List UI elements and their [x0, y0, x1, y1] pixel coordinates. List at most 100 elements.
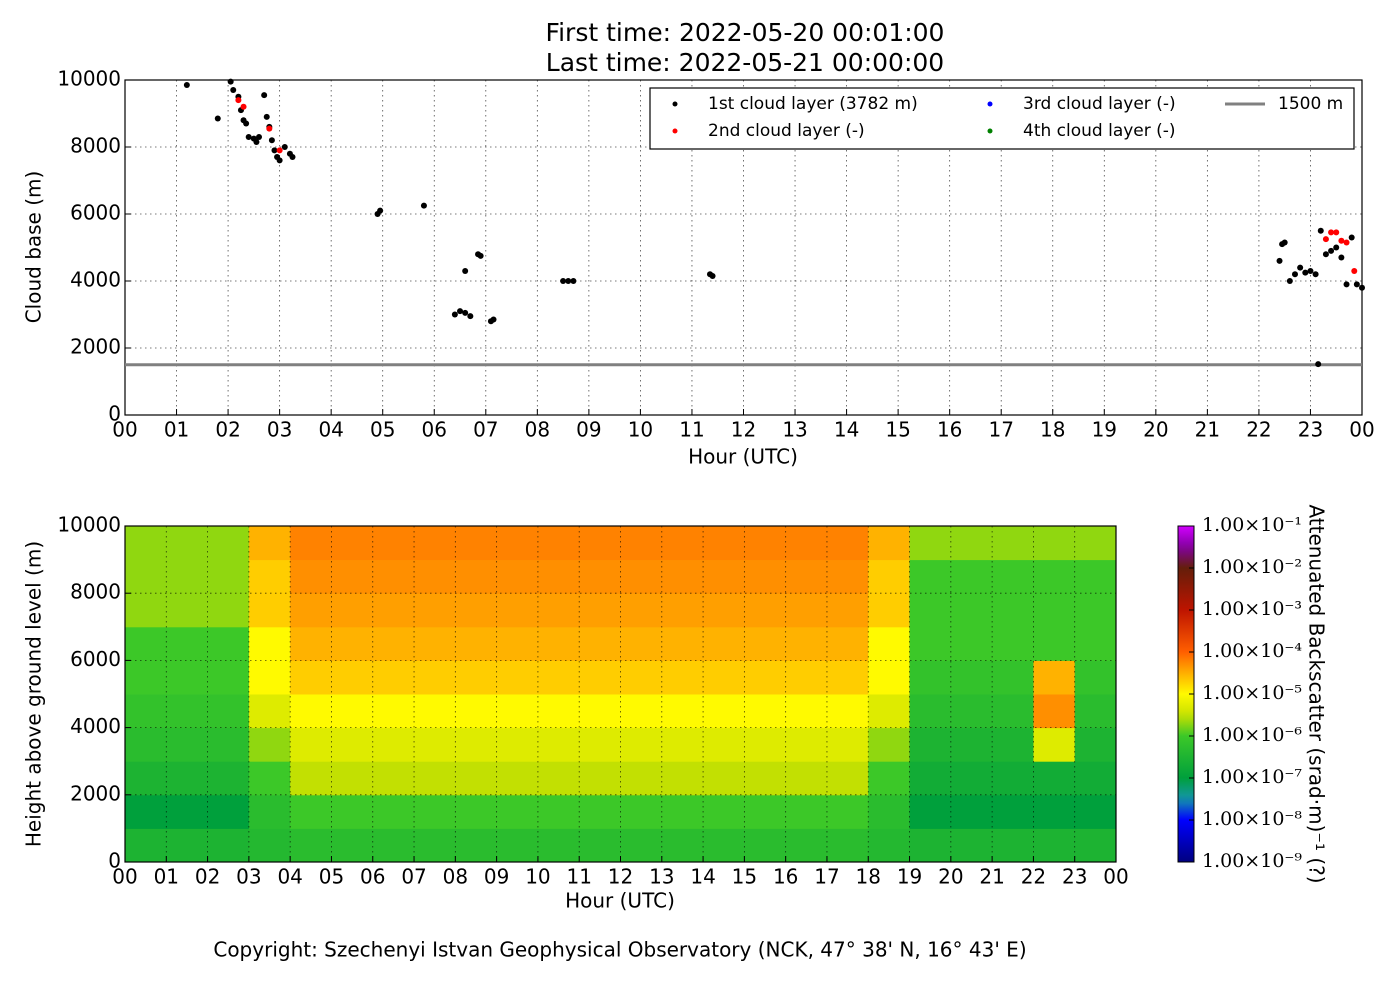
heatmap-cell [1074, 559, 1117, 594]
heatmap-cell [826, 794, 869, 829]
y-tick-label: 4000 [70, 268, 121, 292]
x-tick-label: 12 [731, 418, 756, 442]
heatmap-cell [248, 761, 291, 796]
cloud-point [467, 313, 474, 320]
x-tick-label: 15 [732, 865, 757, 889]
legend-marker [987, 101, 993, 107]
heatmap-cell [207, 593, 250, 628]
heatmap-cell [1074, 593, 1117, 628]
cloud-point [1348, 234, 1355, 241]
heatmap-cell [537, 727, 580, 762]
x-tick-label: 04 [277, 865, 302, 889]
cloud-point [1359, 284, 1365, 291]
cloud-point [709, 272, 716, 279]
heatmap-cell [290, 626, 332, 661]
cloud-point [183, 82, 190, 89]
heatmap-cell [661, 526, 704, 561]
heatmap-cell [414, 626, 456, 661]
heatmap-cell [909, 794, 952, 829]
heatmap-cell [579, 593, 621, 628]
x-tick-label: 17 [814, 865, 839, 889]
heatmap-cell [744, 626, 787, 661]
heatmap-cell [372, 526, 415, 561]
x-tick-label: 06 [360, 865, 385, 889]
heatmap-cell [331, 559, 374, 594]
x-tick-label: 00 [112, 865, 137, 889]
y-tick-label: 10000 [57, 67, 121, 91]
heatmap-cell [455, 593, 498, 628]
heatmap-cell [992, 794, 1034, 829]
heatmap-cell [414, 794, 456, 829]
heatmap-cell [579, 694, 621, 729]
heatmap-cell [455, 526, 498, 561]
x-tick-label: 22 [1246, 418, 1271, 442]
colorbar-tick-label: 1.00×10⁻⁹ [1202, 850, 1302, 872]
heatmap-cell [868, 660, 911, 695]
heatmap-cell [248, 660, 291, 695]
heatmap-cell [950, 727, 993, 762]
cloud-point [1333, 244, 1340, 251]
heatmap-cell [331, 660, 374, 695]
heatmap-cell [537, 559, 580, 594]
heatmap-cell [496, 660, 539, 695]
cloud-point [477, 252, 484, 259]
heatmap-cell [331, 526, 374, 561]
heatmap-cell [1033, 727, 1076, 762]
cloud-point [1286, 278, 1293, 284]
x-tick-label: 08 [525, 418, 550, 442]
heatmap-cell [166, 828, 209, 863]
cloud-point [230, 87, 237, 94]
heatmap-cell [537, 626, 580, 661]
heatmap-cell [950, 828, 993, 863]
x-tick-label: 19 [1092, 418, 1117, 442]
heatmap-cell [579, 660, 621, 695]
heatmap-cell [207, 694, 250, 729]
y-tick-label: 0 [108, 849, 121, 873]
heatmap-cell [661, 794, 704, 829]
x-tick-label: 17 [988, 418, 1013, 442]
heatmap-cell [703, 761, 745, 796]
heatmap-cell [744, 828, 787, 863]
heatmap-cell [1033, 660, 1076, 695]
heatmap-cell [992, 828, 1034, 863]
heatmap-cell [744, 727, 787, 762]
heatmap-cell [455, 727, 498, 762]
cloud-point [462, 267, 469, 274]
x-tick-label: 02 [215, 418, 240, 442]
heatmap-cell [331, 828, 374, 863]
heatmap-cell [661, 626, 704, 661]
heatmap-cell [537, 761, 580, 796]
heatmap-cell [661, 761, 704, 796]
cloud-point [243, 120, 250, 127]
heatmap-cell [455, 694, 498, 729]
legend-label: 1st cloud layer (3782 m) [708, 94, 918, 114]
cloud-point [451, 311, 458, 318]
heatmap-cell [372, 694, 415, 729]
heatmap-cell [125, 694, 167, 729]
heatmap-cell [744, 794, 787, 829]
heatmap-cell [868, 727, 911, 762]
heatmap-cell [661, 559, 704, 594]
heatmap-cell [909, 828, 952, 863]
heatmap-cell [826, 593, 869, 628]
heatmap-cell [248, 828, 291, 863]
x-tick-label: 03 [236, 865, 261, 889]
legend-marker [672, 101, 678, 107]
heatmap-cell [868, 828, 911, 863]
title-line: First time: 2022-05-20 00:01:00 [546, 18, 945, 47]
heatmap-cell [414, 526, 456, 561]
heatmap-cell [868, 593, 911, 628]
y-axis-label: Height above ground level (m) [22, 541, 46, 847]
heatmap-cell [372, 761, 415, 796]
x-tick-label: 13 [649, 865, 674, 889]
heatmap-cell [785, 626, 828, 661]
heatmap-cell [868, 559, 911, 594]
heatmap-cell [785, 559, 828, 594]
x-tick-label: 03 [267, 418, 292, 442]
cloud-point [1317, 227, 1324, 234]
heatmap-cell [909, 559, 952, 594]
cloud-point [490, 316, 497, 323]
heatmap-cell [868, 526, 911, 561]
heatmap-cell [414, 694, 456, 729]
heatmap-cell [703, 526, 745, 561]
